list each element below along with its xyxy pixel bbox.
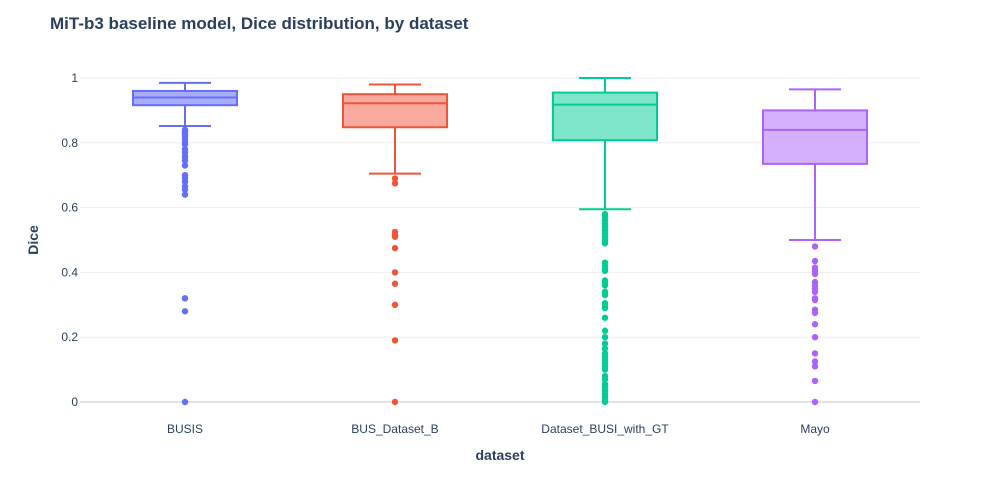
iqr-box [342,93,448,129]
outlier-point [601,334,609,341]
iqr-box [552,91,658,142]
x-axis-title: dataset [475,447,524,463]
x-tick-label: Mayo [800,422,830,436]
outlier-point [601,398,609,406]
y-tick-labels: 0 0.2 0.4 0.6 0.8 1 [61,71,78,409]
y-axis-title: Dice [25,225,41,255]
outlier-point [811,270,819,278]
x-tick-label: Dataset_BUSI_with_GT [541,422,669,436]
y-tick-label: 0 [71,395,78,409]
outlier-point [811,398,819,406]
outlier-point [811,350,819,357]
outlier-point [391,398,399,406]
outlier-point [811,334,819,341]
outlier-point [181,308,189,315]
outlier-point [601,240,609,247]
box-layer [132,77,868,406]
outlier-point [181,186,189,193]
iqr-box [762,109,868,165]
outlier-point [181,191,189,198]
outlier-point [811,288,819,296]
grid-layer [80,77,920,403]
outlier-point [601,376,609,383]
y-tick-label: 0.8 [61,136,78,150]
y-tick-label: 0.4 [61,265,78,279]
outlier-point [811,309,819,317]
box-Dataset_BUSI_with_GT [552,77,658,406]
outlier-point [601,291,609,299]
outlier-point [601,340,609,347]
outlier-point [811,377,819,385]
outlier-point [601,366,609,373]
y-tick-label: 0.2 [61,330,78,344]
outlier-point [601,345,609,352]
y-tick-label: 1 [71,71,78,85]
outlier-point [391,233,399,240]
outlier-point [601,267,609,274]
outlier-point [811,296,819,304]
x-tick-label: BUSIS [167,422,203,436]
outlier-point [601,304,609,312]
box-Mayo [762,88,868,406]
outlier-point [601,282,609,289]
outlier-point [391,269,399,276]
outlier-point [391,180,399,187]
outlier-point [181,178,189,185]
outlier-point [811,321,819,328]
x-tick-labels: BUSIS BUS_Dataset_B Dataset_BUSI_with_GT Ma… [167,422,830,436]
outlier-point [391,244,399,252]
chart-title: MiT-b3 baseline model, Dice distribution… [50,14,469,33]
outlier-point [391,301,399,308]
x-tick-label: BUS_Dataset_B [351,422,438,436]
outlier-point [811,363,819,370]
outlier-point [811,243,819,250]
y-tick-label: 0.6 [61,201,78,215]
outlier-point [181,162,189,169]
outlier-point [601,314,609,321]
outlier-point [181,295,189,302]
outlier-point [181,398,189,406]
outlier-point [181,141,189,148]
box-BUS_Dataset_B [342,83,448,406]
outlier-point [391,337,399,344]
box-BUSIS [132,81,238,406]
outlier-point [181,157,189,164]
outlier-point [811,257,819,265]
outlier-point [391,280,399,287]
outlier-point [391,175,399,182]
outlier-point [601,327,609,334]
outlier-point [811,358,819,365]
